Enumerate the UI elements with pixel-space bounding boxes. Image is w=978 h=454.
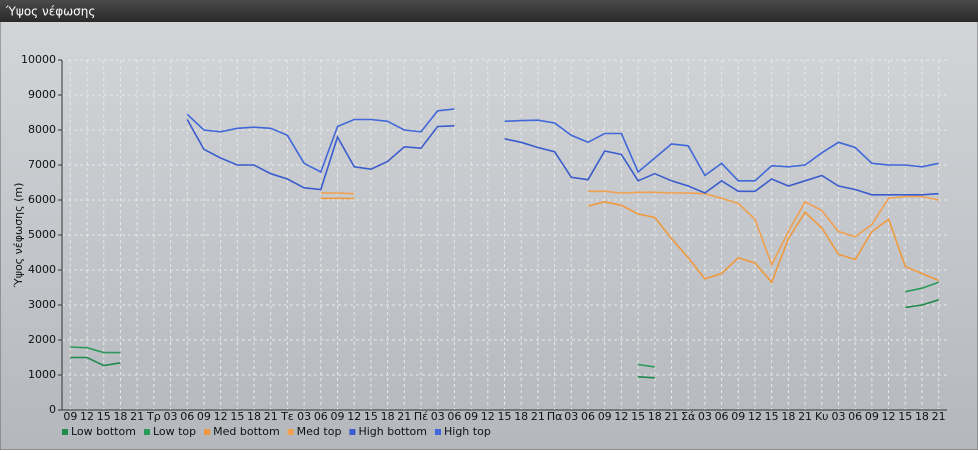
x-tick-label: 21 xyxy=(130,410,144,423)
title-bar xyxy=(0,0,978,22)
legend-label: Med top xyxy=(297,425,342,438)
x-tick-label: 12 xyxy=(347,410,361,423)
y-tick-label: 10000 xyxy=(21,53,56,66)
x-tick-label: 18 xyxy=(381,410,395,423)
x-tick-label: 12 xyxy=(614,410,628,423)
window-title: Ύψος νέφωσης xyxy=(5,5,95,19)
x-tick-label: 03 xyxy=(164,410,178,423)
x-tick-label: 03 xyxy=(297,410,311,423)
x-tick-label: 21 xyxy=(531,410,545,423)
x-tick-label: 18 xyxy=(781,410,795,423)
y-tick-label: 4000 xyxy=(28,263,56,276)
y-tick-label: 7000 xyxy=(28,158,56,171)
x-tick-label: 21 xyxy=(264,410,278,423)
x-tick-label: 06 xyxy=(447,410,461,423)
legend-label: Med bottom xyxy=(213,425,280,438)
y-tick-label: 1000 xyxy=(28,368,56,381)
legend-swatch xyxy=(62,429,68,435)
x-tick-label: 06 xyxy=(715,410,729,423)
series-line xyxy=(186,108,939,182)
y-tick-label: 2000 xyxy=(28,333,56,346)
x-tick-label: 09 xyxy=(197,410,211,423)
x-tick-label: 09 xyxy=(865,410,879,423)
legend-swatch xyxy=(143,429,150,435)
x-tick-label: Πέ xyxy=(414,410,428,423)
x-tick-label: 21 xyxy=(798,410,812,423)
series-line xyxy=(70,299,939,379)
x-tick-label: 03 xyxy=(831,410,845,423)
x-tick-label: Σά xyxy=(681,410,695,423)
x-tick-label: 06 xyxy=(180,410,194,423)
series-line xyxy=(320,197,940,284)
x-tick-label: 21 xyxy=(664,410,678,423)
y-tick-label: 3000 xyxy=(28,298,56,311)
x-tick-label: 09 xyxy=(464,410,478,423)
x-tick-label: 06 xyxy=(581,410,595,423)
x-tick-label: 15 xyxy=(97,410,111,423)
legend-label: High top xyxy=(444,425,491,438)
x-tick-label: 12 xyxy=(882,410,896,423)
x-tick-label: 09 xyxy=(731,410,745,423)
x-tick-label: 09 xyxy=(598,410,612,423)
x-tick-label: 18 xyxy=(514,410,528,423)
legend-label: Low bottom xyxy=(71,425,136,438)
y-tick-label: 8000 xyxy=(28,123,56,136)
x-tick-label: 03 xyxy=(564,410,578,423)
x-tick-label: Τρ xyxy=(146,410,161,423)
x-tick-label: 12 xyxy=(748,410,762,423)
series-line xyxy=(186,119,939,196)
x-tick-label: 06 xyxy=(314,410,328,423)
x-tick-label: 15 xyxy=(765,410,779,423)
legend-swatch xyxy=(435,429,441,435)
x-tick-label: 15 xyxy=(898,410,912,423)
x-tick-label: Τε xyxy=(280,410,294,423)
x-tick-label: 03 xyxy=(431,410,445,423)
x-tick-label: 18 xyxy=(915,410,929,423)
x-tick-label: 03 xyxy=(698,410,712,423)
series-line xyxy=(320,190,939,267)
y-tick-label: 6000 xyxy=(28,193,56,206)
x-tick-label: 15 xyxy=(364,410,378,423)
legend-label: Low top xyxy=(153,425,196,438)
x-tick-label: 18 xyxy=(648,410,662,423)
x-tick-label: 12 xyxy=(214,410,228,423)
x-tick-label: 09 xyxy=(331,410,345,423)
x-tick-label: 06 xyxy=(848,410,862,423)
legend-label: High bottom xyxy=(358,425,427,438)
legend-swatch xyxy=(349,429,356,435)
x-tick-label: 15 xyxy=(498,410,512,423)
y-axis-label: Ύψος νέφωσης (m) xyxy=(12,183,25,289)
x-tick-label: 09 xyxy=(63,410,77,423)
x-tick-label: 12 xyxy=(481,410,495,423)
y-tick-label: 9000 xyxy=(28,88,56,101)
x-tick-label: 15 xyxy=(230,410,244,423)
x-tick-label: Κυ xyxy=(815,410,829,423)
y-tick-label: 5000 xyxy=(28,228,56,241)
x-tick-label: 21 xyxy=(397,410,411,423)
legend-swatch xyxy=(204,429,211,435)
x-tick-label: 18 xyxy=(113,410,127,423)
series-line xyxy=(70,281,939,368)
x-tick-label: 12 xyxy=(80,410,94,423)
x-tick-label: Πα xyxy=(547,410,563,423)
legend-swatch xyxy=(287,429,294,435)
x-tick-label: 15 xyxy=(631,410,645,423)
x-tick-label: 21 xyxy=(932,410,946,423)
y-tick-label: 0 xyxy=(49,403,56,416)
x-tick-label: 18 xyxy=(247,410,261,423)
